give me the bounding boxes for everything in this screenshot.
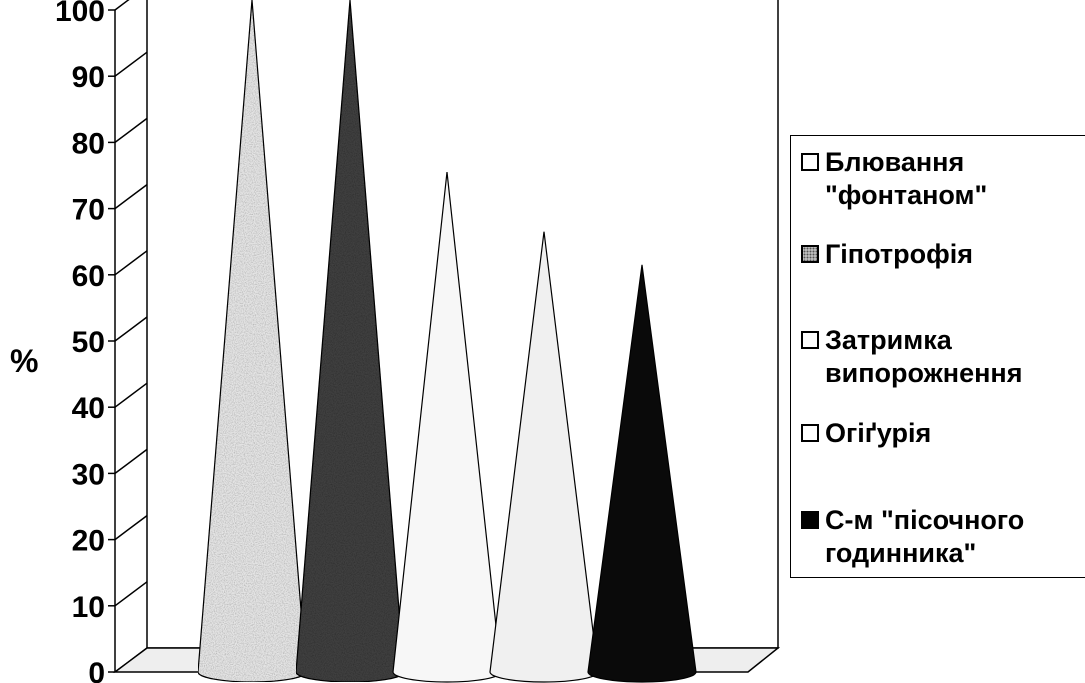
black-square-icon [801,511,819,529]
legend-label: Огіґурія [825,418,932,448]
gridline-side [114,0,130,11]
cone-5 [587,264,697,683]
y-tick-label: 90 [72,61,105,94]
y-tick-label: 20 [72,525,105,558]
y-tick-label: 50 [72,326,105,359]
gridline-side [114,514,148,541]
gridline-side [114,117,148,143]
gridline-side [114,250,148,276]
gridline-side [114,184,148,210]
legend-label: С-м "пісочного годинника" [825,505,1025,568]
legend-item-hourglass: С-м "пісочного годинника" [801,504,1024,570]
y-tick-label: 10 [72,591,105,624]
y-tick-label: 30 [72,458,105,491]
gridline-side [114,448,148,474]
legend-item-stool-delay: Затримка випорожнення [801,324,1022,390]
dotted-square-icon [801,245,819,263]
legend-item-hypotrophy: Гіпотрофія [801,238,973,271]
cone-shape [587,264,697,683]
legend-label: Блювання "фонтаном" [825,147,988,210]
white-square-icon [801,153,819,171]
gridline-side [114,382,148,408]
cone-series [197,0,697,683]
gridline-side [114,51,148,77]
white-square-icon [801,331,819,349]
legend-item-oliguria: Огіґурія [801,417,931,450]
gridline-side [114,581,148,607]
y-tick-label: 60 [72,260,105,293]
legend: Блювання "фонтаном" Гіпотрофія Затримка … [790,135,1085,578]
y-tick-label: 70 [72,194,105,227]
legend-item-vomiting: Блювання "фонтаном" [801,146,987,212]
white-square-icon [801,424,819,442]
legend-label: Затримка випорожнення [825,325,1023,388]
y-tick-label: 0 [88,657,105,683]
gridline-side [114,316,148,342]
y-axis-label: % [10,343,38,379]
y-axis-ticks: 0 10 20 30 40 50 60 70 80 90 100 [55,0,115,683]
legend-label: Гіпотрофія [825,239,974,269]
y-tick-label: 80 [72,127,105,160]
y-tick-label: 100 [55,0,105,28]
y-tick-label: 40 [72,392,105,425]
cone-chart: 0 10 20 30 40 50 60 70 80 90 100 % [10,0,781,683]
